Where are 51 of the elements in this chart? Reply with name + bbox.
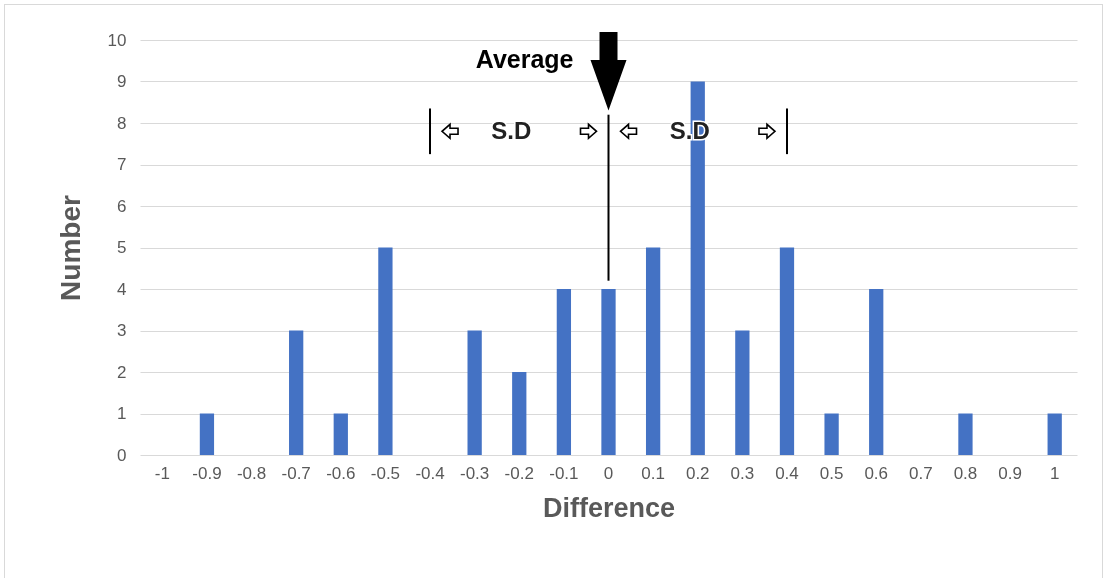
y-tick-label: 7 [117,155,127,174]
bar [333,413,348,455]
x-tick-label: -1 [154,463,170,483]
bar [1047,413,1062,455]
y-tick-label: 4 [117,279,127,299]
y-axis-title: Number [54,195,86,301]
bar [958,413,973,455]
x-tick-label: 0.2 [685,463,710,483]
bar [289,330,304,455]
x-tick-label: -0.7 [281,463,311,483]
bar [512,372,527,455]
x-axis-title: Difference [542,492,676,523]
x-tick-label: -0.8 [236,463,267,483]
annotation: S.D [491,117,532,145]
bar [779,247,795,455]
x-tick-label: 0.5 [819,463,844,483]
x-tick-label: 0.4 [775,463,799,483]
y-tick-label: 2 [117,362,127,382]
x-tick-label: 0.7 [909,463,933,483]
x-tick-label: 1 [1049,463,1060,483]
x-tick-label: -0.2 [504,463,534,483]
x-tick-label: -0.5 [370,463,401,483]
bar [824,413,839,455]
x-tick-label: 0.6 [864,463,889,483]
x-tick-label: 0.8 [953,463,978,483]
bar [601,289,616,455]
x-tick-label: -0.1 [549,463,579,483]
x-tick-label: 0.1 [641,463,665,483]
y-tick-label: 3 [117,321,127,340]
x-tick-label: -0.9 [192,463,222,483]
ref-line-label: Average [475,45,574,73]
x-tick-label: -0.4 [415,463,445,483]
y-tick-label: 9 [117,72,127,91]
bar [467,330,482,455]
y-tick-label: 0 [117,445,127,465]
bar [199,413,215,455]
y-tick-label: 5 [117,238,127,257]
x-tick-label: -0.6 [326,463,356,483]
x-tick-label: 0 [603,463,614,483]
bar [378,247,393,455]
x-tick-label: 0.3 [730,463,755,483]
x-tick-label: -0.3 [459,463,490,483]
bar [735,330,750,455]
x-tick-label: 0.9 [998,463,1022,483]
bar [556,289,572,455]
bar [645,247,661,455]
y-tick-label: 1 [117,404,127,423]
y-tick-label: 8 [117,113,127,133]
bar [869,289,884,455]
y-tick-label: 6 [117,196,127,216]
y-tick-label: 10 [107,30,127,50]
